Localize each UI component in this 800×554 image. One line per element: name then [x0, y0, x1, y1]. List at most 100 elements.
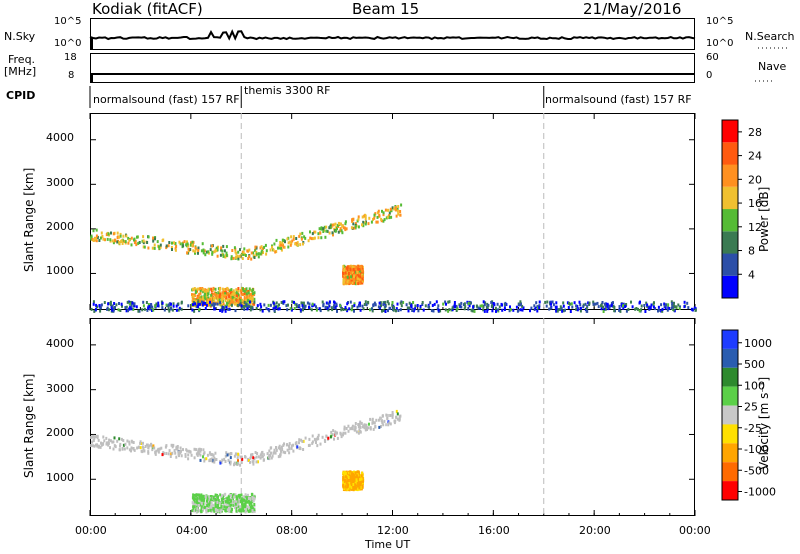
power-scatter-point: [262, 247, 264, 251]
velocity-scatter-point: [240, 455, 243, 459]
velocity-scatter-point: [206, 453, 209, 457]
velocity-scatter-point: [109, 446, 111, 450]
power-scatter-point: [667, 303, 670, 307]
power-scatter-point: [625, 309, 628, 313]
power-scatter-point: [213, 250, 216, 254]
power-colorbar-frame: [721, 119, 739, 299]
power-scatter-point: [345, 227, 348, 231]
power-scatter-point: [299, 243, 302, 247]
xtick-1: 04:00: [176, 524, 208, 537]
power-scatter-point: [181, 242, 184, 246]
power-scatter-point: [333, 223, 336, 227]
power-scatter-point: [491, 304, 493, 308]
velocity-scatter-point: [205, 510, 208, 514]
power-scatter-point: [331, 231, 334, 235]
power-scatter-point: [222, 253, 225, 257]
power-scatter-point: [111, 239, 114, 243]
power-scatter-point: [226, 287, 229, 291]
velocity-colorbar-segment: [722, 481, 738, 500]
power-scatter-point: [567, 306, 570, 309]
power-scatter-point: [192, 303, 194, 307]
velocity-scatter-point: [172, 443, 175, 447]
velocity-scatter-point: [395, 409, 398, 413]
power-scatter-point: [660, 309, 663, 313]
velocity-scatter-point: [154, 452, 157, 456]
power-scatter-point: [538, 300, 541, 304]
velocity-scatter-point: [246, 458, 249, 462]
velocity-scatter-point: [222, 505, 224, 509]
velocity-colorbar-segment: [722, 443, 738, 463]
velocity-scatter-point: [195, 448, 198, 452]
velocity-colorbar-tick-label: -1000: [744, 486, 776, 499]
power-scatter-point: [323, 225, 326, 229]
power-scatter-point: [212, 302, 215, 306]
power-scatter-point: [230, 296, 233, 299]
power-scatter-point: [238, 296, 241, 300]
power-scatter-point: [211, 303, 214, 307]
power-scatter-point: [362, 275, 364, 279]
velocity-scatter-point: [102, 442, 105, 446]
velocity-scatter-point: [226, 498, 229, 502]
power-scatter-point: [203, 249, 206, 253]
velocity-scatter-point: [359, 478, 361, 482]
power-scatter-point: [421, 301, 424, 304]
power-scatter-point: [221, 305, 224, 309]
power-scatter-point: [243, 305, 246, 309]
power-scatter-point: [130, 304, 133, 308]
power-scatter-point: [128, 238, 131, 242]
power-scatter-point: [331, 223, 334, 227]
power-scatter-point: [118, 302, 120, 305]
power-scatter-point: [472, 307, 475, 311]
power-scatter-point: [459, 305, 462, 309]
velocity-scatter-point: [222, 495, 224, 499]
power-scatter-point: [537, 306, 540, 310]
power-scatter-point: [95, 307, 97, 311]
velocity-scatter-point: [92, 438, 95, 442]
power-scatter-point: [219, 301, 222, 305]
velocity-scatter-point: [382, 423, 385, 427]
power-scatter-point: [107, 232, 110, 236]
power-scatter-point: [275, 238, 278, 242]
power-scatter-point: [496, 302, 499, 306]
power-scatter-point: [151, 309, 153, 312]
power-scatter-point: [277, 246, 279, 250]
power-scatter-point: [249, 303, 251, 306]
velocity-scatter-point: [300, 438, 303, 442]
power-scatter-point: [320, 236, 323, 240]
velocity-scatter-point: [91, 440, 94, 444]
velocity-scatter-point: [343, 427, 346, 431]
power-scatter-point: [331, 308, 334, 312]
velocity-scatter-point: [199, 503, 202, 507]
power-scatter-point: [353, 280, 356, 284]
velocity-scatter-point: [119, 444, 121, 448]
velocity-scatter-point: [353, 478, 355, 482]
power-scatter-point: [290, 241, 293, 245]
power-colorbar-tick-label: 16: [748, 197, 762, 210]
power-scatter-point: [573, 301, 576, 305]
power-ytick-2000: 2000: [46, 220, 74, 233]
velocity-scatter-point: [253, 457, 256, 460]
power-scatter-point: [198, 308, 201, 312]
power-scatter-point: [363, 303, 366, 306]
power-scatter-point: [566, 301, 569, 305]
velocity-scatter-point: [193, 501, 196, 505]
velocity-scatter-point: [316, 435, 319, 439]
velocity-scatter-point: [357, 470, 359, 474]
power-scatter-point: [161, 301, 164, 305]
power-scatter-point: [281, 241, 284, 245]
velocity-scatter-point: [277, 446, 280, 450]
freq-unit: [MHz]: [4, 65, 37, 78]
power-scatter-point: [238, 303, 241, 307]
power-scatter-point: [172, 302, 175, 306]
power-scatter-point: [673, 301, 675, 305]
velocity-scatter-point: [351, 426, 354, 430]
power-scatter-point: [204, 253, 207, 257]
power-scatter-point: [218, 298, 221, 302]
power-scatter-point: [622, 306, 625, 310]
power-scatter-point: [503, 306, 506, 310]
power-scatter-point: [142, 239, 145, 243]
power-scatter-point: [95, 239, 98, 243]
power-scatter-point: [106, 237, 109, 241]
power-scatter-point: [198, 302, 201, 306]
velocity-colorbar-segment: [722, 424, 738, 444]
